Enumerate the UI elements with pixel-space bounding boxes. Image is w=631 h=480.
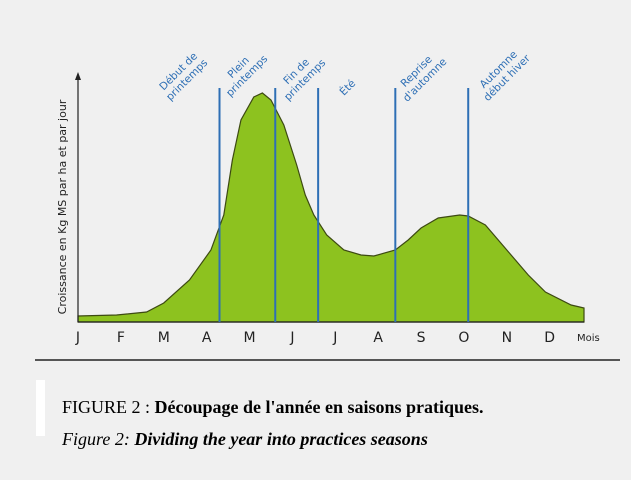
x-tick-label: A [202, 330, 212, 346]
x-tick-label: J [75, 330, 80, 346]
x-tick-label: S [417, 330, 426, 346]
caption-prefix: FIGURE 2 : [62, 397, 150, 417]
caption-line-2: Figure 2: Dividing the year into practic… [61, 429, 428, 449]
x-tick-label: A [373, 330, 383, 346]
area [77, 92, 585, 323]
x-tick-label: D [544, 330, 555, 346]
x-tick-label: M [158, 330, 170, 346]
x-axis-label: Mois [577, 333, 600, 344]
x-tick-label: M [243, 330, 255, 346]
y-axis-arrow [75, 72, 81, 80]
caption-line-1: FIGURE 2 : Découpage de l'année en saiso… [62, 397, 484, 417]
caption-title: Découpage de l'année en saisons pratique… [155, 397, 484, 417]
caption-prefix: Figure 2: [61, 429, 130, 449]
x-tick-label: F [117, 330, 125, 346]
x-tick-label: J [332, 330, 337, 346]
caption-bar [36, 380, 45, 436]
x-tick-label: N [502, 330, 512, 346]
caption-title: Dividing the year into practices seasons [133, 429, 428, 449]
x-tick-label: J [289, 330, 294, 346]
y-axis-label: Croissance en Kg MS par ha et par jour [56, 99, 69, 314]
x-tick-label: O [458, 330, 469, 346]
